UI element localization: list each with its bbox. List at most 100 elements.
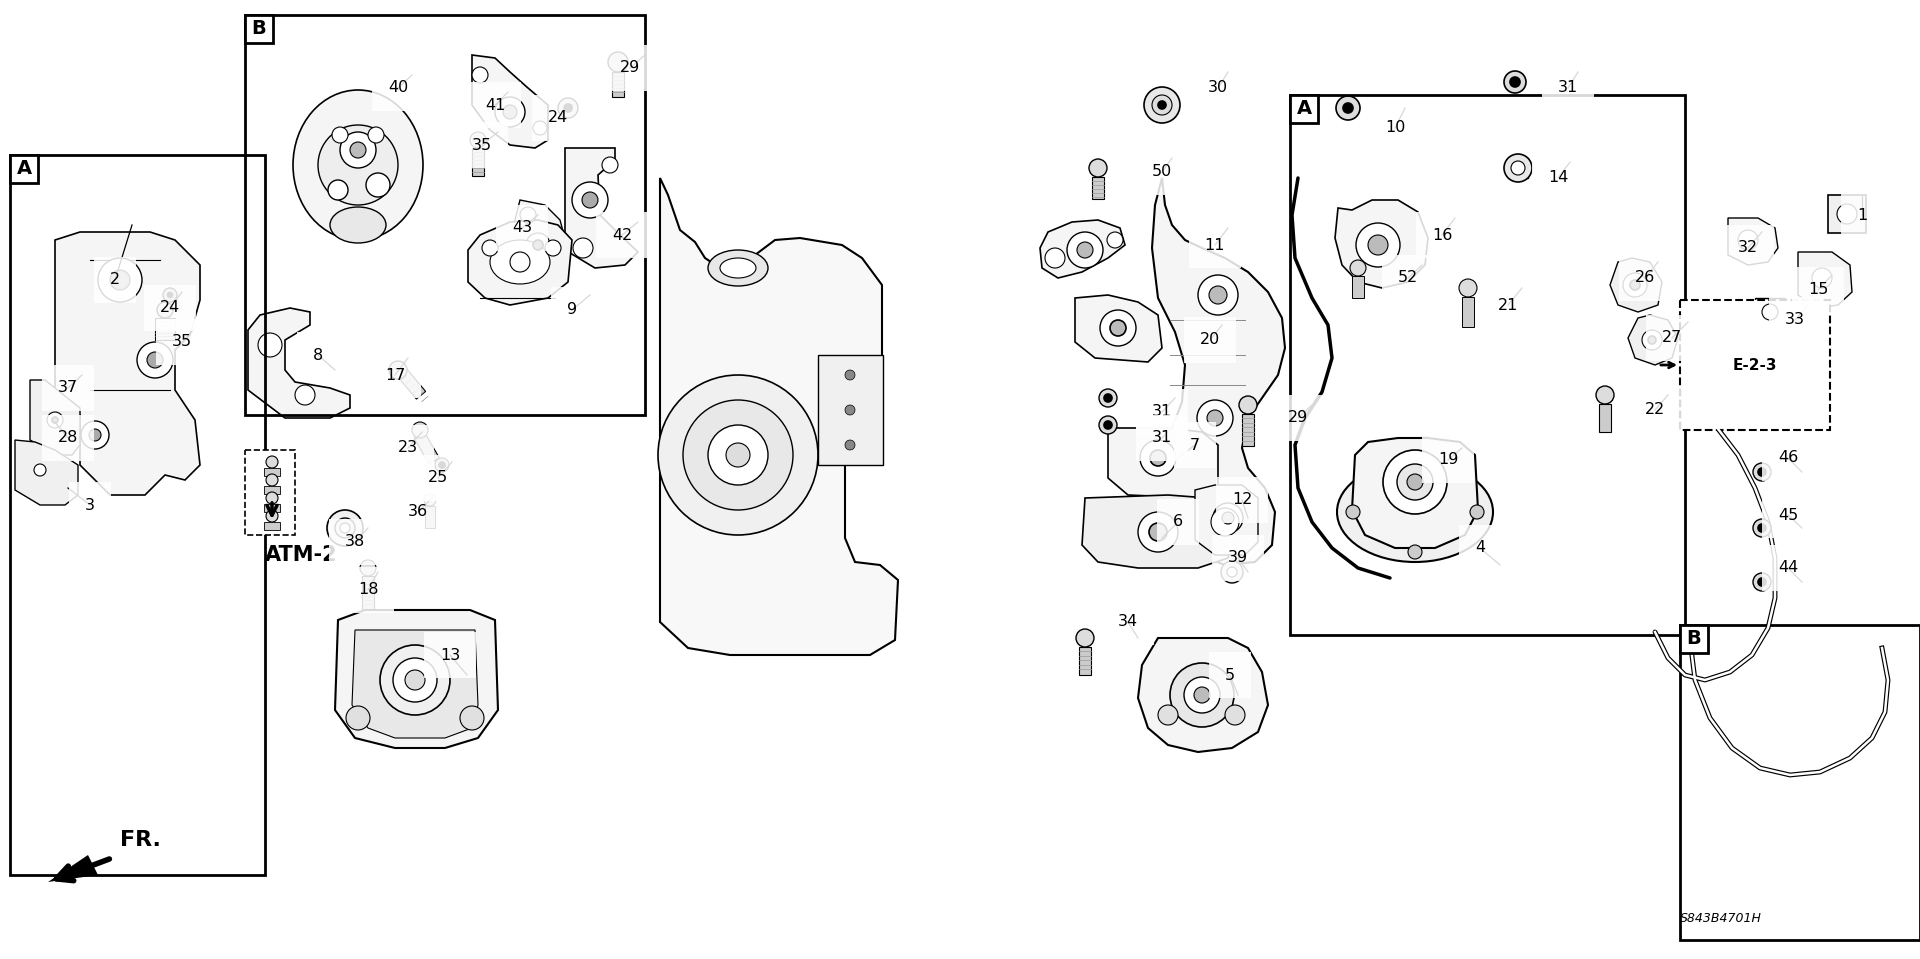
Bar bbox=[1079, 647, 1091, 675]
Circle shape bbox=[1148, 523, 1167, 541]
Text: 39: 39 bbox=[1229, 550, 1248, 566]
Circle shape bbox=[267, 492, 278, 504]
Text: 16: 16 bbox=[1432, 227, 1452, 243]
Circle shape bbox=[1503, 71, 1526, 93]
Circle shape bbox=[394, 658, 438, 702]
Ellipse shape bbox=[708, 250, 768, 286]
Circle shape bbox=[1104, 394, 1112, 402]
Circle shape bbox=[361, 560, 376, 576]
Text: 45: 45 bbox=[1778, 507, 1799, 523]
Bar bbox=[1507, 158, 1528, 178]
Circle shape bbox=[845, 440, 854, 450]
Bar bbox=[1092, 177, 1104, 199]
Circle shape bbox=[726, 443, 751, 467]
Bar bbox=[1599, 404, 1611, 432]
Circle shape bbox=[1152, 95, 1171, 115]
Circle shape bbox=[1753, 519, 1770, 537]
Circle shape bbox=[1503, 154, 1532, 182]
Circle shape bbox=[845, 405, 854, 415]
Text: S843B4701H: S843B4701H bbox=[1680, 911, 1763, 924]
Text: 6: 6 bbox=[1173, 514, 1183, 529]
Polygon shape bbox=[334, 610, 497, 748]
Circle shape bbox=[109, 270, 131, 290]
Text: 41: 41 bbox=[486, 98, 505, 112]
Circle shape bbox=[267, 456, 278, 468]
Circle shape bbox=[1759, 524, 1766, 532]
Circle shape bbox=[1367, 235, 1388, 255]
Ellipse shape bbox=[720, 258, 756, 278]
Ellipse shape bbox=[1357, 476, 1473, 548]
Circle shape bbox=[1738, 230, 1759, 250]
Circle shape bbox=[349, 142, 367, 158]
Text: E-2-3: E-2-3 bbox=[1732, 358, 1778, 372]
Circle shape bbox=[367, 173, 390, 197]
Circle shape bbox=[1158, 705, 1179, 725]
Text: 29: 29 bbox=[620, 60, 639, 76]
Ellipse shape bbox=[294, 90, 422, 240]
Circle shape bbox=[1350, 260, 1365, 276]
Circle shape bbox=[1511, 161, 1524, 175]
Circle shape bbox=[332, 127, 348, 143]
Circle shape bbox=[564, 104, 572, 112]
Circle shape bbox=[1227, 567, 1236, 577]
Polygon shape bbox=[1083, 495, 1235, 568]
Bar bbox=[1461, 297, 1475, 327]
Circle shape bbox=[495, 97, 524, 127]
Text: 31: 31 bbox=[1152, 431, 1171, 446]
Circle shape bbox=[1044, 248, 1066, 268]
Circle shape bbox=[346, 706, 371, 730]
Circle shape bbox=[1108, 232, 1123, 248]
Circle shape bbox=[157, 302, 173, 318]
Text: 19: 19 bbox=[1438, 453, 1457, 467]
Circle shape bbox=[1140, 440, 1175, 476]
Polygon shape bbox=[564, 148, 637, 268]
Text: 38: 38 bbox=[346, 534, 365, 550]
Circle shape bbox=[1356, 223, 1400, 267]
Bar bbox=[1352, 276, 1363, 298]
Circle shape bbox=[1238, 396, 1258, 414]
Circle shape bbox=[470, 132, 486, 148]
Circle shape bbox=[1647, 336, 1655, 344]
Circle shape bbox=[1812, 268, 1832, 288]
Circle shape bbox=[52, 417, 58, 423]
Text: 44: 44 bbox=[1778, 560, 1799, 575]
Text: 42: 42 bbox=[612, 227, 632, 243]
Circle shape bbox=[1158, 101, 1165, 109]
Text: 25: 25 bbox=[428, 471, 447, 485]
Circle shape bbox=[81, 421, 109, 449]
Text: 13: 13 bbox=[440, 647, 461, 663]
Circle shape bbox=[534, 240, 543, 250]
Text: ATM-2: ATM-2 bbox=[265, 545, 338, 565]
Circle shape bbox=[1221, 561, 1242, 583]
Circle shape bbox=[1196, 400, 1233, 436]
Circle shape bbox=[1213, 503, 1242, 533]
Circle shape bbox=[340, 523, 349, 533]
Text: 9: 9 bbox=[566, 302, 578, 317]
Text: 3: 3 bbox=[84, 498, 94, 512]
Circle shape bbox=[88, 429, 102, 441]
Circle shape bbox=[257, 333, 282, 357]
Circle shape bbox=[582, 192, 597, 208]
Bar bbox=[363, 576, 374, 611]
Circle shape bbox=[1104, 421, 1112, 429]
Text: 23: 23 bbox=[397, 440, 419, 456]
Circle shape bbox=[1346, 505, 1359, 519]
Circle shape bbox=[684, 400, 793, 510]
Bar bbox=[10, 155, 265, 875]
Circle shape bbox=[534, 121, 547, 135]
Circle shape bbox=[1509, 77, 1521, 87]
Circle shape bbox=[1210, 286, 1227, 304]
Text: 30: 30 bbox=[1208, 81, 1229, 96]
Text: 37: 37 bbox=[58, 381, 79, 395]
Circle shape bbox=[520, 207, 536, 223]
Bar bbox=[612, 72, 624, 97]
Bar bbox=[1828, 195, 1866, 233]
Circle shape bbox=[603, 157, 618, 173]
Text: 27: 27 bbox=[1663, 331, 1682, 345]
Polygon shape bbox=[48, 855, 98, 882]
Circle shape bbox=[1144, 87, 1181, 123]
Polygon shape bbox=[660, 178, 899, 655]
Text: 21: 21 bbox=[1498, 297, 1519, 313]
Polygon shape bbox=[1194, 485, 1258, 555]
Circle shape bbox=[1342, 103, 1354, 113]
